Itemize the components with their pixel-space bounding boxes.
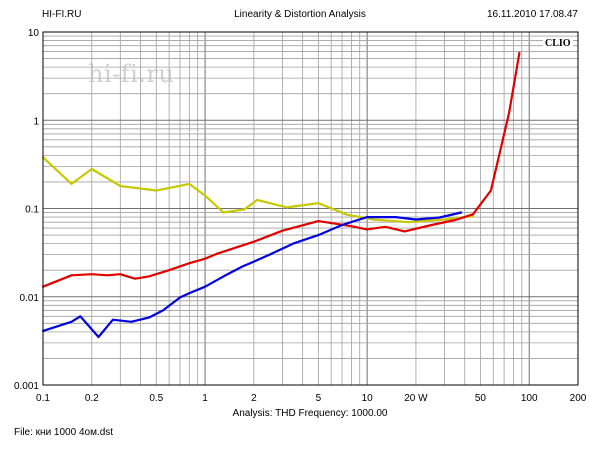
chart-ticks: 0.1 0.2 0.5 1 2 5 10 20 W 50 100 200 10 1 0.1 0.01 0.00… — [14, 28, 587, 404]
series-line-1 — [41, 156, 475, 224]
series-line-3 — [41, 211, 463, 339]
y-tick-label: 0.1 — [25, 205, 39, 216]
x-tick-label: 0.1 — [36, 393, 50, 404]
plot-frame — [42, 31, 579, 386]
clio-logo: CLIO — [543, 38, 573, 49]
chart-grid — [42, 31, 579, 386]
x-tick-label: 0.2 — [85, 393, 99, 404]
watermark-logo: hi-fi.ru — [88, 60, 175, 88]
chart-title: Linearity & Distortion Analysis — [234, 9, 366, 20]
x-tick-label: 2 — [251, 393, 257, 404]
x-tick-label: 10 — [362, 393, 374, 404]
analysis-info: Analysis: THD Frequency: 1000.00 — [232, 408, 388, 419]
header-timestamp: 16.11.2010 17.08.47 — [486, 9, 578, 20]
header-brand: HI-FI.RU — [42, 9, 82, 20]
x-tick-label: 200 — [570, 393, 587, 404]
x-tick-label: 20 W — [404, 393, 428, 404]
file-info: File: кни 1000 4ом.dst — [14, 427, 114, 438]
x-tick-label: 100 — [521, 393, 538, 404]
x-tick-label: 0.5 — [149, 393, 163, 404]
y-tick-label: 1 — [33, 116, 39, 127]
y-tick-label: 10 — [28, 28, 40, 39]
y-tick-label: 0.01 — [20, 293, 40, 304]
chart-series — [41, 51, 521, 339]
series-line-2 — [41, 51, 521, 288]
y-tick-label: 0.001 — [14, 381, 39, 392]
x-tick-label: 1 — [202, 393, 208, 404]
x-tick-label: 50 — [475, 393, 487, 404]
x-tick-label: 5 — [316, 393, 322, 404]
